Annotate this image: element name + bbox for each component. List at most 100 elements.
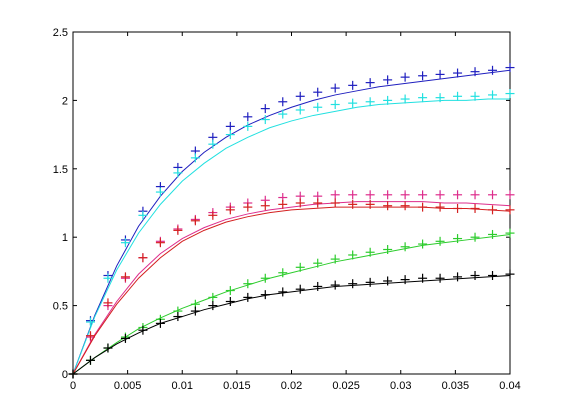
series-5-marker (400, 242, 410, 252)
series-1-marker (330, 83, 340, 93)
series-4-marker (313, 198, 323, 208)
series-4-marker (173, 225, 183, 235)
x-axis: 0 0.005 0.01 0.015 0.02 0.025 0.03 0.035 0.04 (70, 32, 521, 392)
series-5-marker (453, 234, 463, 244)
series-6-marker (68, 369, 78, 379)
series-4-marker (260, 201, 270, 211)
series-1-marker (418, 71, 428, 81)
series-2-marker (85, 317, 95, 327)
series-4-marker (348, 199, 358, 209)
series-6-marker (330, 280, 340, 290)
series-6-marker (418, 273, 428, 283)
series-5-marker (505, 228, 515, 238)
series-4-marker (365, 199, 375, 209)
series-4-marker (330, 198, 340, 208)
series-6-marker (313, 281, 323, 291)
series-6-marker (260, 290, 270, 300)
series-5-marker (348, 250, 358, 260)
x-tick-label: 0.02 (281, 380, 302, 392)
series-1-marker (348, 80, 358, 90)
series-2-marker (278, 109, 288, 119)
y-tick-label: 0 (62, 369, 68, 381)
series-1-marker (225, 121, 235, 131)
series-5-marker (418, 239, 428, 249)
series-5-marker (488, 229, 498, 239)
series-3-marker (330, 190, 340, 200)
series-4-marker (505, 205, 515, 215)
series-1-marker (243, 112, 253, 122)
series-5-marker (295, 262, 305, 272)
series-4-marker (225, 205, 235, 215)
series-2-marker (418, 93, 428, 103)
y-tick-label: 0.5 (53, 301, 68, 313)
series-3-marker (488, 190, 498, 200)
series-4-marker (155, 238, 165, 248)
series-6-marker (120, 333, 130, 343)
series-6-marker (208, 301, 218, 311)
x-tick-label: 0.035 (442, 380, 470, 392)
series-5-marker (435, 236, 445, 246)
series-1-marker (400, 72, 410, 82)
series-4-marker (103, 298, 113, 308)
series-4-curve (72, 206, 511, 375)
series-6-marker (155, 318, 165, 328)
series-2-marker (488, 90, 498, 100)
series-5-marker (260, 273, 270, 283)
series-4-marker (418, 202, 428, 212)
series-3-marker (505, 190, 515, 200)
series-5-marker (243, 279, 253, 289)
series-2-marker (173, 168, 183, 178)
series-4-marker (435, 202, 445, 212)
series-1-marker (435, 69, 445, 79)
series-6-marker (365, 277, 375, 287)
series-5-marker (208, 292, 218, 302)
series-2-marker (313, 102, 323, 112)
series-6-marker (295, 284, 305, 294)
series-2-marker (453, 91, 463, 101)
series-6-marker (278, 287, 288, 297)
series-6-marker (435, 273, 445, 283)
series-6-marker (505, 269, 515, 279)
series-6-marker (225, 296, 235, 306)
series-6-marker (470, 271, 480, 281)
series-5-marker (313, 258, 323, 268)
series-6-marker (383, 276, 393, 286)
series-6-marker (348, 279, 358, 289)
series-3-marker (383, 190, 393, 200)
series-2-marker (400, 94, 410, 104)
series-2-marker (208, 139, 218, 149)
series-5-marker (278, 268, 288, 278)
series-5-marker (383, 245, 393, 255)
series-5-marker (365, 247, 375, 257)
series-1-curve (72, 69, 511, 375)
y-tick-label: 1.5 (53, 164, 68, 176)
series-6-marker (138, 325, 148, 335)
y-tick-label: 2 (62, 95, 68, 107)
series-3-marker (453, 190, 463, 200)
x-tick-label: 0.025 (332, 380, 360, 392)
x-tick-label: 0.01 (172, 380, 193, 392)
series-5-marker (330, 254, 340, 264)
series-2-marker (330, 100, 340, 110)
series-1-marker (470, 67, 480, 77)
series-2-marker (470, 91, 480, 101)
series-3-marker (470, 190, 480, 200)
series-2-marker (435, 93, 445, 103)
series-2-marker (295, 105, 305, 115)
x-tick-label: 0 (70, 380, 76, 392)
series-6-marker (85, 355, 95, 365)
series-1-marker (453, 68, 463, 78)
x-tick-label: 0.03 (390, 380, 411, 392)
series-1-marker (505, 63, 515, 73)
series-6-marker (243, 292, 253, 302)
series-4-marker (400, 201, 410, 211)
series-1-marker (295, 91, 305, 101)
series-4-marker (453, 203, 463, 213)
series-2-curve (72, 98, 510, 375)
series-2-marker (155, 187, 165, 197)
series-2-marker (383, 95, 393, 105)
series-2-marker (190, 153, 200, 163)
series-5-curve (72, 233, 511, 375)
series-4-marker (120, 272, 130, 282)
